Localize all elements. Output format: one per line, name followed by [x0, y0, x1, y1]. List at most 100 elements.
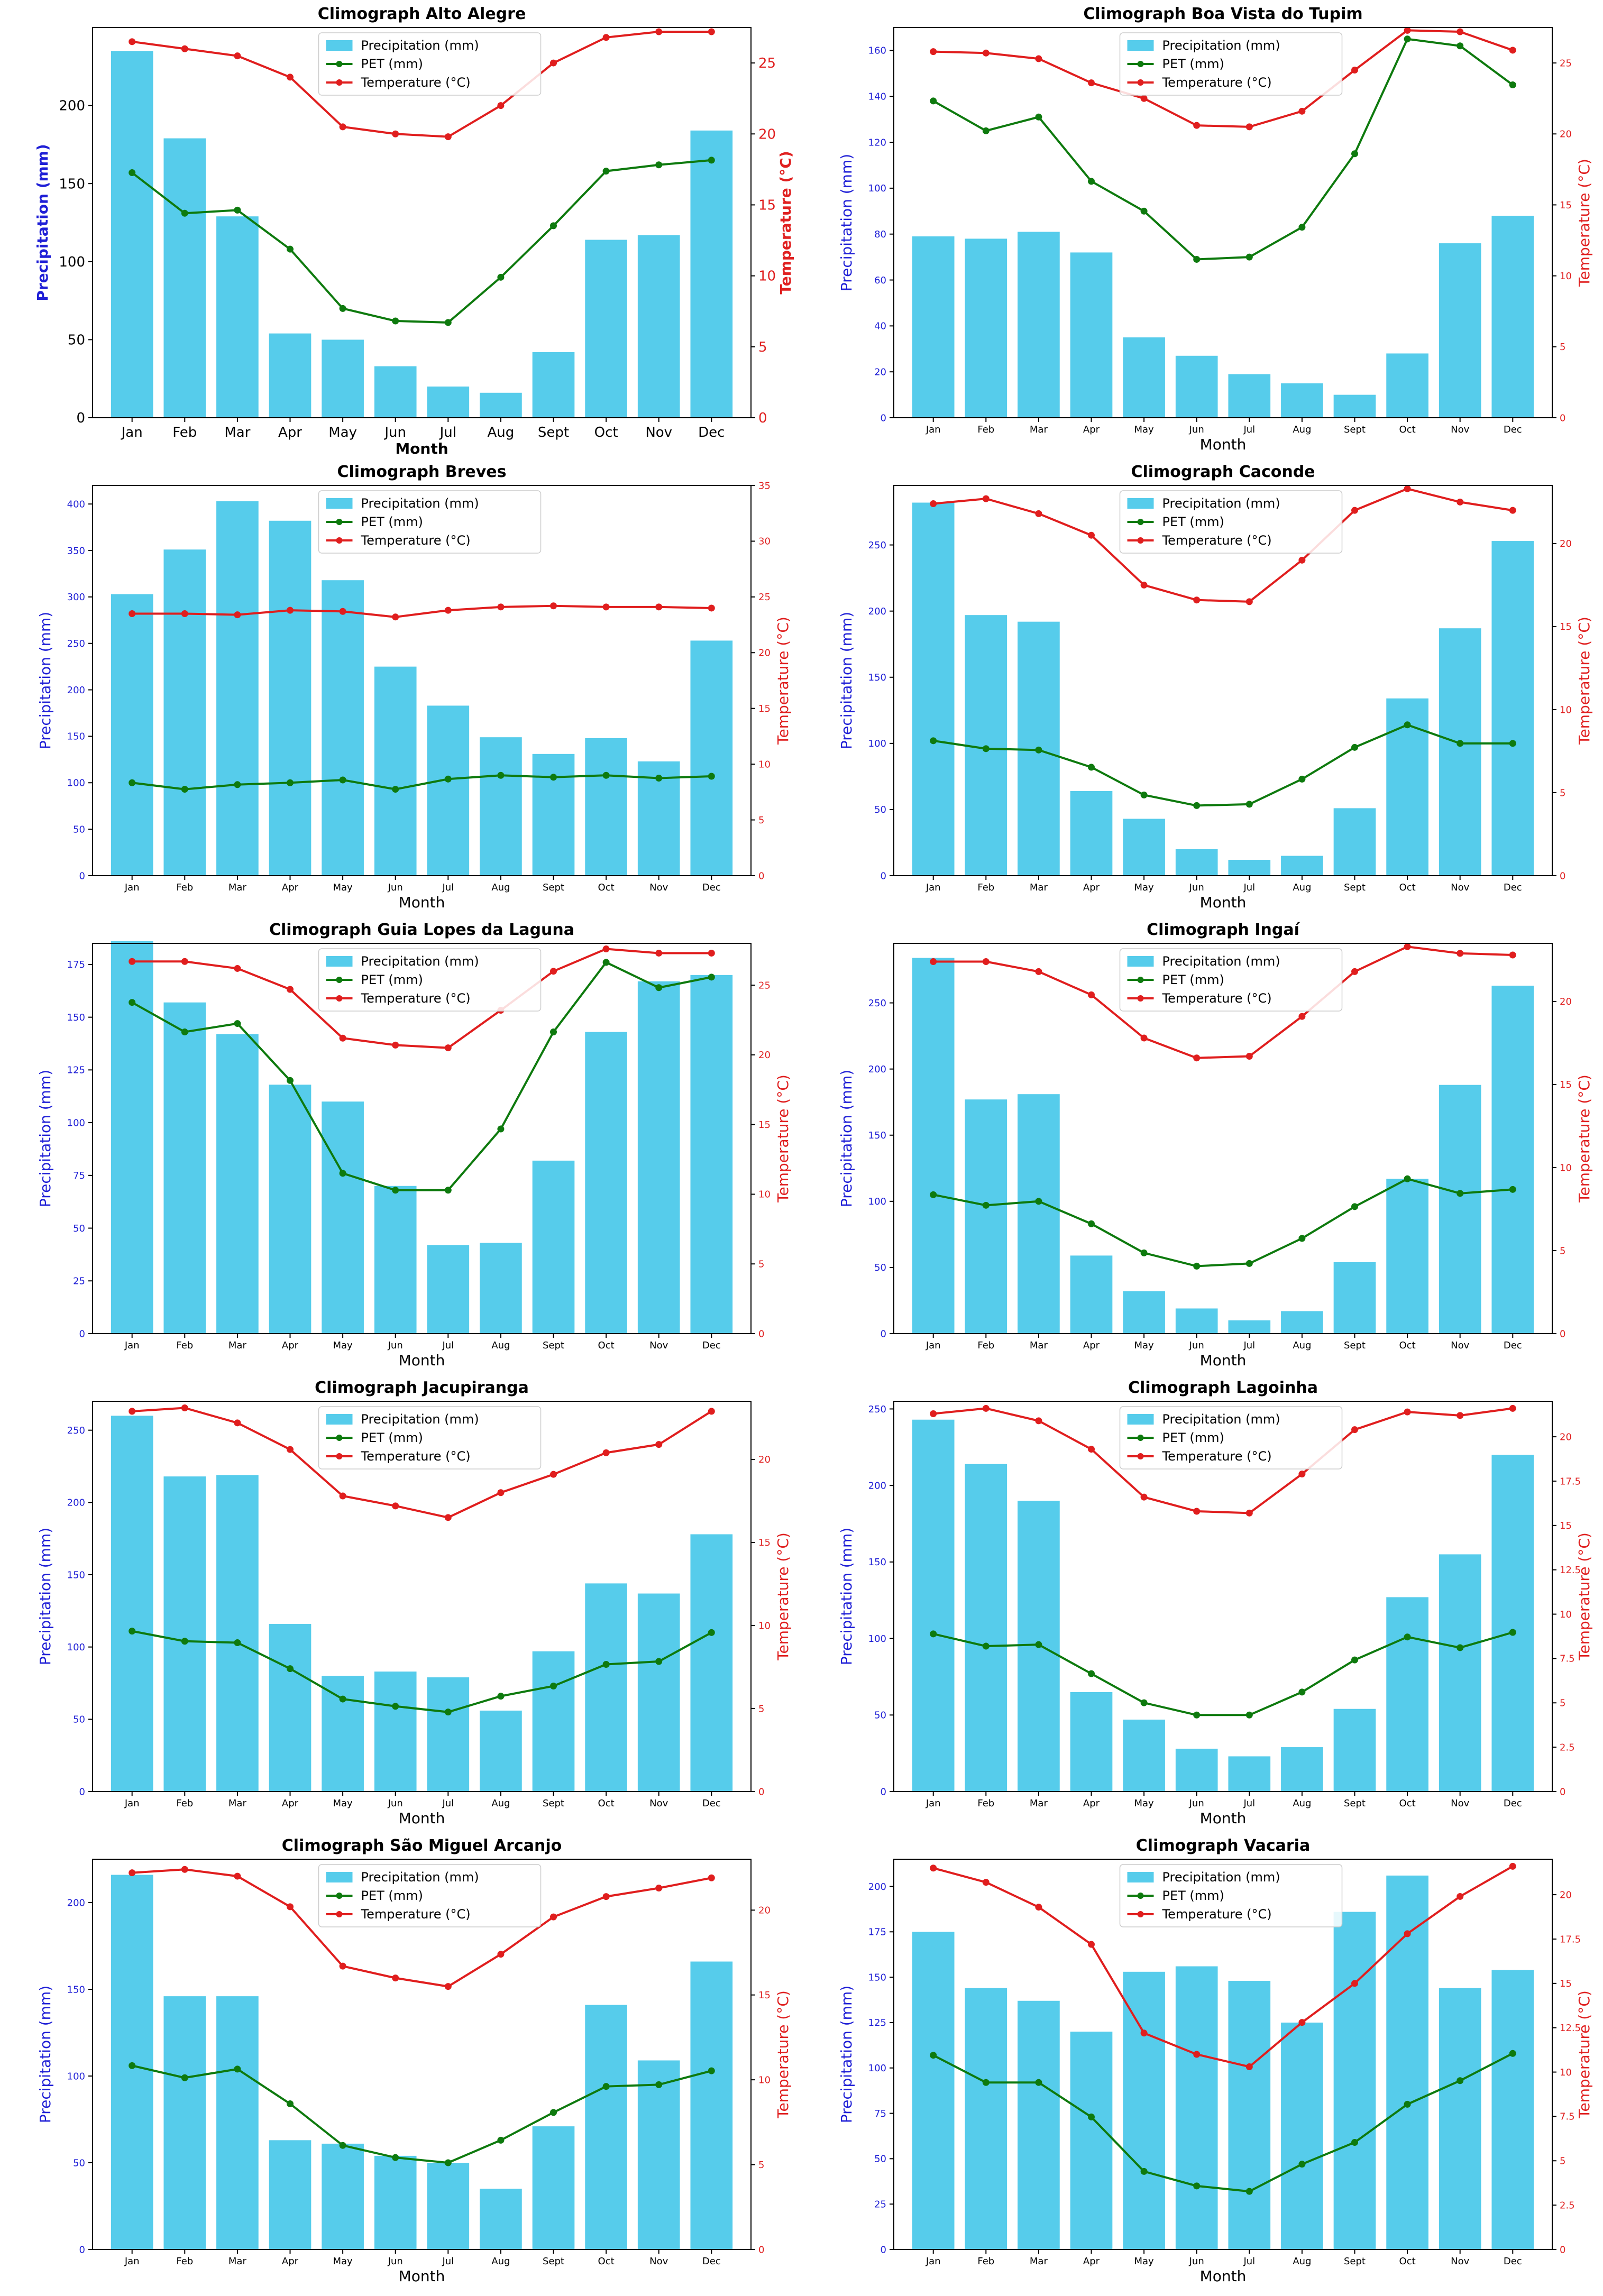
- left-tick-label: 20: [874, 366, 886, 378]
- precip-bar-oct: [1386, 1179, 1428, 1334]
- pet-point-oct: [1404, 1175, 1411, 1182]
- legend-swatch-marker: [336, 61, 343, 67]
- legend-swatch-marker: [1137, 519, 1144, 525]
- x-tick-label-apr: Apr: [1083, 2256, 1100, 2267]
- precip-bar-mar: [216, 216, 259, 418]
- x-tick-label-jul: Jul: [1243, 1340, 1255, 1351]
- temperature-point-jun: [392, 130, 399, 137]
- pet-point-jan: [129, 169, 136, 177]
- legend-entry: Temperature (°C): [1162, 1449, 1272, 1464]
- x-axis-label: Month: [1200, 1810, 1247, 1827]
- precip-bar-nov: [1439, 628, 1481, 876]
- left-tick-label: 0: [79, 1328, 85, 1339]
- pet-point-jul: [444, 1709, 452, 1716]
- left-tick-label: 0: [79, 870, 85, 881]
- pet-point-may: [1140, 1699, 1148, 1706]
- precip-bar-feb: [965, 1988, 1007, 2249]
- x-tick-label-jul: Jul: [1243, 1798, 1255, 1809]
- temperature-point-jul: [1245, 2063, 1253, 2070]
- legend-entry: Precipitation (mm): [361, 496, 479, 511]
- x-tick-label-jun: Jun: [388, 1340, 403, 1351]
- precip-bar-jan: [912, 958, 955, 1334]
- temperature-line: [933, 29, 1513, 128]
- legend-entry: Precipitation (mm): [361, 38, 479, 53]
- right-tick-label: 10: [1560, 1162, 1572, 1173]
- pet-point-jun: [1193, 1711, 1201, 1719]
- temperature-point-dec: [1509, 507, 1516, 514]
- temperature-point-apr: [1088, 1941, 1095, 1948]
- legend-swatch-marker: [336, 1893, 343, 1899]
- pet-point-dec: [1509, 1629, 1516, 1636]
- x-tick-label-may: May: [333, 1340, 353, 1351]
- x-tick-label-sept: Sept: [1344, 1798, 1366, 1809]
- x-tick-label-sept: Sept: [1344, 2256, 1366, 2267]
- left-tick-label: 150: [868, 672, 886, 683]
- x-tick-label-aug: Aug: [1293, 424, 1311, 435]
- precip-bar-dec: [690, 975, 733, 1334]
- pet-point-oct: [602, 2083, 610, 2090]
- pet-point-apr: [287, 1077, 294, 1084]
- precip-bar-may: [322, 2143, 364, 2249]
- precip-bar-jan: [111, 594, 153, 876]
- left-tick-label: 200: [67, 1897, 85, 1908]
- x-tick-label-jul: Jul: [442, 1340, 454, 1351]
- temperature-point-mar: [1035, 510, 1042, 517]
- right-tick-label: 15: [758, 1537, 771, 1548]
- temperature-point-jun: [1193, 2051, 1201, 2058]
- precip-bar-nov: [637, 2060, 680, 2249]
- chart-6: Climograph Jacupiranga 0 50 100 150 200 250 0 5 1…: [36, 1379, 792, 1827]
- right-tick-label: 15: [1560, 1520, 1572, 1531]
- precip-bar-sept: [1333, 1262, 1376, 1334]
- x-tick-label-jun: Jun: [388, 2256, 403, 2267]
- pet-point-oct: [602, 1660, 610, 1668]
- precip-bar-oct: [1386, 353, 1428, 418]
- pet-point-mar: [234, 781, 241, 788]
- x-tick-label-may: May: [333, 882, 353, 893]
- precip-bar-jun: [1175, 1748, 1218, 1792]
- x-tick-label-feb: Feb: [977, 882, 994, 893]
- temperature-point-apr: [1088, 79, 1095, 87]
- x-tick-label-aug: Aug: [1293, 1798, 1311, 1809]
- x-tick-label-jun: Jun: [1189, 424, 1204, 435]
- temperature-point-apr: [1088, 1446, 1095, 1453]
- pet-point-aug: [1298, 1688, 1306, 1696]
- left-tick-label: 100: [868, 738, 886, 749]
- temperature-point-nov: [655, 28, 663, 35]
- temperature-point-sept: [550, 602, 557, 610]
- x-tick-label-sept: Sept: [543, 882, 564, 893]
- temperature-point-may: [1140, 2029, 1148, 2037]
- precip-bar-feb: [965, 1464, 1007, 1792]
- pet-point-nov: [1457, 2077, 1464, 2084]
- temperature-point-oct: [602, 1449, 610, 1456]
- left-tick-label: 150: [868, 1972, 886, 1983]
- pet-point-feb: [982, 2079, 990, 2086]
- x-tick-label-apr: Apr: [1083, 882, 1100, 893]
- left-tick-label: 100: [868, 1196, 886, 1207]
- temperature-point-may: [339, 1962, 346, 1970]
- temperature-point-sept: [550, 1913, 557, 1921]
- x-tick-label-nov: Nov: [649, 882, 668, 893]
- pet-point-jun: [392, 2154, 399, 2161]
- x-tick-label-nov: Nov: [649, 1340, 668, 1351]
- y-axis-right-label: Temperature (°C): [774, 1990, 792, 2119]
- legend-entry: PET (mm): [361, 57, 423, 71]
- temperature-point-mar: [1035, 968, 1042, 975]
- pet-point-aug: [1298, 2161, 1306, 2168]
- legend-swatch-bar: [326, 40, 353, 51]
- x-tick-label-dec: Dec: [1504, 2256, 1522, 2267]
- chart-9: Climograph Vacaria0255075100125150175200…: [838, 1836, 1593, 2285]
- precip-bar-jul: [1228, 1320, 1271, 1334]
- legend-swatch-marker: [1137, 995, 1144, 1002]
- pet-point-mar: [1035, 1198, 1042, 1205]
- y-axis-left-label: Precipitation (mm): [36, 1070, 54, 1207]
- pet-point-aug: [1298, 1235, 1306, 1242]
- legend-box: [1119, 1864, 1343, 1927]
- right-tick-label: 10: [758, 759, 771, 770]
- legend-entry: Precipitation (mm): [361, 954, 479, 969]
- pet-point-jul: [444, 1187, 452, 1194]
- precip-bar-oct: [585, 240, 627, 418]
- pet-point-jun: [1193, 1262, 1201, 1270]
- legend-swatch-marker: [336, 537, 343, 544]
- right-tick-label: 0: [758, 1786, 764, 1797]
